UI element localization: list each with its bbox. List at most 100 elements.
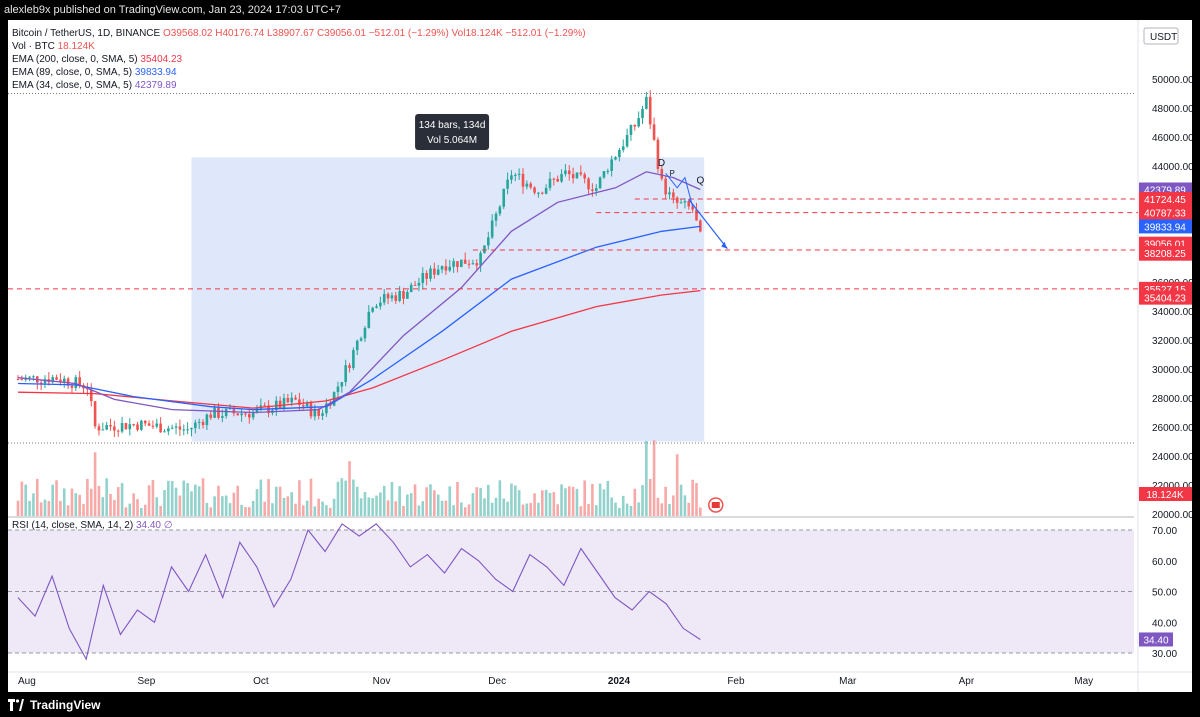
candle-body bbox=[167, 428, 170, 432]
candle-body bbox=[621, 146, 625, 150]
volume-bar bbox=[629, 505, 633, 516]
candle-body bbox=[159, 423, 162, 433]
time-tick-label: Feb bbox=[727, 676, 745, 687]
price-label-tag bbox=[1139, 205, 1192, 220]
price-label-text: 40787.33 bbox=[1144, 209, 1186, 220]
legend-ema34-label: EMA (34, close, 0, SMA, 5) 42379.89 bbox=[12, 80, 177, 91]
volume-bar bbox=[425, 487, 428, 516]
volume-bar bbox=[637, 502, 640, 516]
candle-body bbox=[379, 302, 382, 307]
candle-body bbox=[367, 311, 371, 328]
candle-body bbox=[398, 291, 401, 301]
candle-body bbox=[594, 188, 598, 191]
price-tick-label: 24000.00 bbox=[1152, 452, 1192, 463]
candle-body bbox=[290, 397, 294, 403]
rsi-tick-label: 60.00 bbox=[1152, 557, 1177, 568]
volume-bar bbox=[648, 478, 652, 516]
candle-body bbox=[637, 118, 640, 127]
candle-body bbox=[460, 259, 463, 268]
candle-body bbox=[683, 201, 687, 203]
candle-body bbox=[213, 407, 216, 418]
volume-bar bbox=[190, 491, 193, 516]
candle-body bbox=[197, 421, 201, 423]
volume-bar bbox=[548, 492, 552, 516]
time-tick-label: Apr bbox=[959, 676, 975, 687]
candle-body bbox=[633, 125, 637, 127]
candle-body bbox=[583, 174, 586, 179]
volume-bar bbox=[140, 507, 143, 516]
volume-bar bbox=[213, 496, 216, 516]
volume-bar bbox=[463, 507, 467, 516]
price-label-text: 18.124K bbox=[1146, 490, 1184, 501]
candle-body bbox=[625, 134, 629, 147]
candle-body bbox=[513, 174, 517, 176]
volume-bar bbox=[32, 493, 35, 516]
candle-body bbox=[390, 295, 394, 299]
candle-body bbox=[93, 401, 97, 427]
candle-body bbox=[101, 429, 105, 431]
time-tick-label: Dec bbox=[488, 676, 506, 687]
candle-body bbox=[286, 398, 290, 403]
candle-body bbox=[224, 409, 228, 417]
candle-body bbox=[16, 379, 20, 381]
candle-body bbox=[355, 340, 359, 351]
volume-bar bbox=[348, 461, 351, 516]
candle-body bbox=[483, 245, 486, 253]
candle-body bbox=[244, 413, 247, 415]
volume-bar bbox=[448, 486, 452, 516]
candle-body bbox=[502, 188, 506, 207]
candle-body bbox=[506, 179, 509, 189]
candle-body bbox=[282, 398, 286, 409]
candle-body bbox=[494, 213, 498, 221]
candle-body bbox=[614, 157, 617, 160]
candle-body bbox=[321, 413, 324, 416]
candle-body bbox=[575, 172, 579, 179]
candle-body bbox=[463, 259, 467, 264]
price-label-text: 42379.89 bbox=[1144, 185, 1186, 196]
volume-bar bbox=[232, 492, 236, 516]
pattern-drawing bbox=[665, 172, 694, 207]
candle-body bbox=[352, 350, 355, 369]
volume-bar bbox=[406, 494, 409, 516]
volume-bar bbox=[305, 500, 309, 516]
chart-canvas[interactable]: 20000.00 22000.00 24000.00 26000.00 28000.00… bbox=[8, 20, 1194, 692]
volume-bar bbox=[594, 505, 598, 516]
volume-bar bbox=[556, 504, 559, 516]
drawing-label-p: P bbox=[669, 169, 674, 178]
price-tick-label: 50000.00 bbox=[1152, 75, 1192, 86]
volume-bar bbox=[167, 480, 170, 516]
candle-body bbox=[571, 174, 575, 179]
candle-body bbox=[375, 306, 378, 308]
price-tick-label: 48000.00 bbox=[1152, 104, 1192, 115]
volume-bar bbox=[375, 495, 378, 516]
candle-body bbox=[521, 173, 525, 187]
volume-bar bbox=[467, 504, 471, 516]
candle-body bbox=[194, 422, 197, 429]
projection-arrow-head bbox=[721, 241, 728, 249]
volume-bar bbox=[55, 480, 58, 516]
volume-bar bbox=[143, 504, 147, 516]
volume-bar bbox=[89, 488, 93, 516]
publish-header: alexleb9x published on TradingView.com, … bbox=[4, 4, 342, 16]
candle-body bbox=[548, 178, 552, 188]
price-tick-label: 22000.00 bbox=[1152, 481, 1192, 492]
volume-bar bbox=[271, 503, 274, 516]
volume-bar bbox=[452, 505, 455, 516]
measure-vol-text: Vol 5.064M bbox=[427, 135, 477, 146]
volume-bar bbox=[332, 498, 336, 516]
price-label-text: 35404.23 bbox=[1144, 294, 1186, 305]
volume-bar bbox=[394, 501, 398, 516]
measure-bars-text: 134 bars, 134d bbox=[419, 120, 486, 131]
price-tick-label: 26000.00 bbox=[1152, 423, 1192, 434]
candle-body bbox=[429, 268, 432, 279]
volume-bar bbox=[440, 500, 444, 516]
volume-bar bbox=[74, 493, 78, 516]
volume-bar bbox=[517, 490, 521, 516]
candle-body bbox=[255, 408, 259, 413]
volume-bar bbox=[290, 492, 294, 516]
legend-symbol: Bitcoin / TetherUS, 1D, BINANCE O39568.0… bbox=[12, 28, 586, 39]
volume-bar bbox=[97, 485, 101, 516]
volume-bar bbox=[479, 488, 482, 516]
candle-body bbox=[413, 284, 417, 286]
volume-bar bbox=[116, 487, 120, 516]
